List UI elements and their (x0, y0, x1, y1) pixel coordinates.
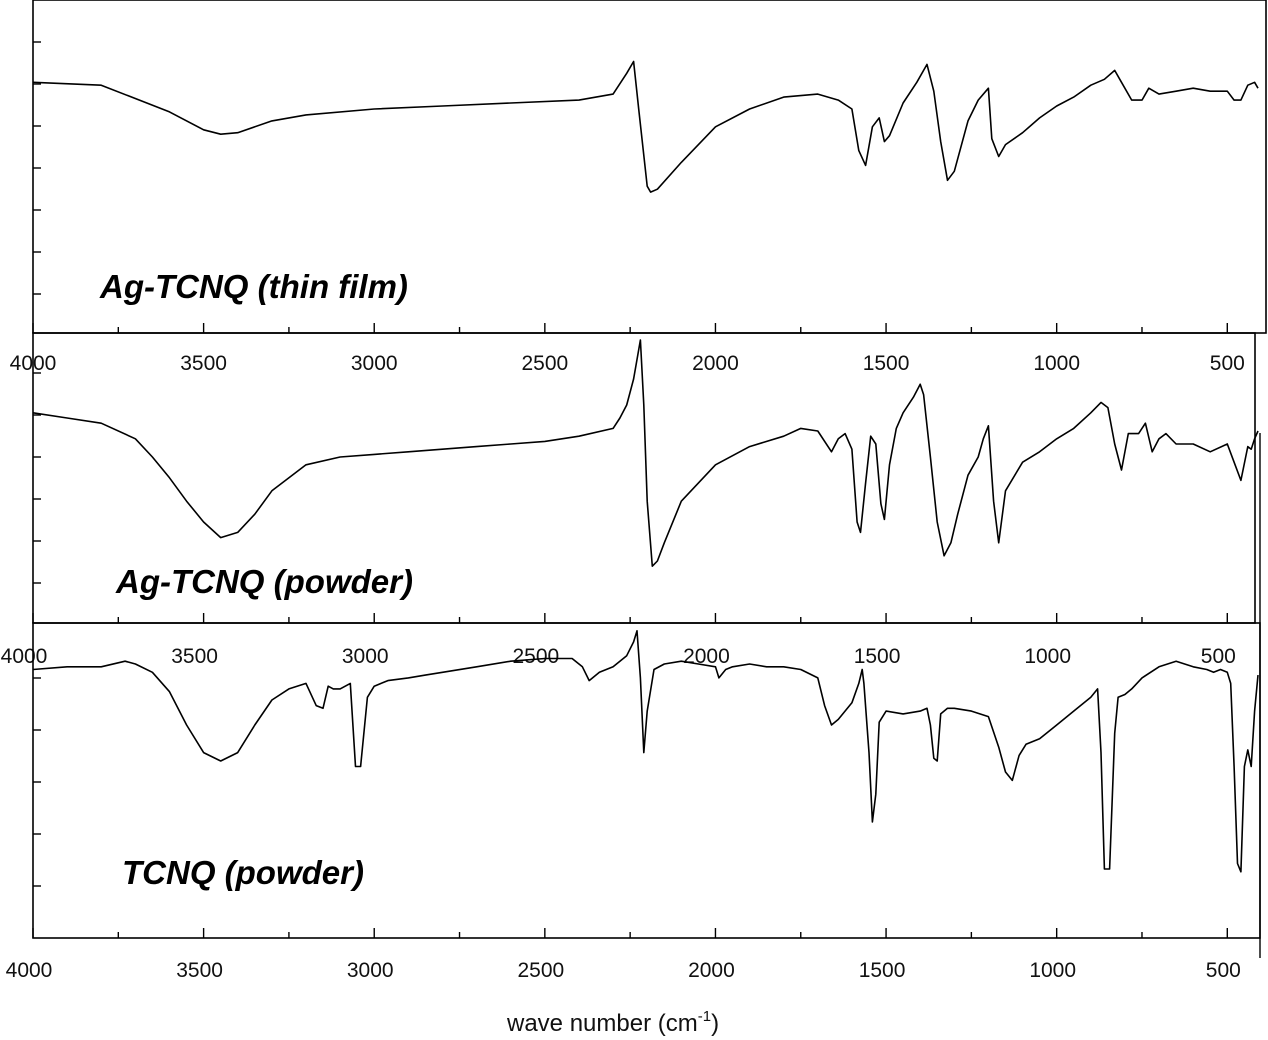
x-tick-label: 3500 (171, 645, 218, 668)
panel-thin-film: Ag-TCNQ (thin film) 4000 3500 3000 2500 2000… (10, 0, 1267, 375)
x-tick-label: 500 (1210, 352, 1245, 375)
x-tick-label: 2000 (692, 352, 739, 375)
panel-label-ag-tcnq-powder: Ag-TCNQ (powder) (115, 563, 413, 600)
x-tick-label: 500 (1206, 959, 1241, 982)
x-tick-label: 4000 (1, 645, 48, 668)
x-tick-label: 1500 (863, 352, 910, 375)
x-tick-label: 1000 (1033, 352, 1080, 375)
x-tick-label: 2000 (688, 959, 735, 982)
x-tick-label: 3500 (176, 959, 223, 982)
x-tick-label: 2500 (517, 959, 564, 982)
panel-tcnq-powder: TCNQ (powder) 4000 3500 3000 2500 2000 1500 10… (6, 622, 1261, 982)
spectrum-line (32, 630, 1259, 873)
x-tick-label: 3500 (180, 352, 227, 375)
x-axis-title-sup: -1 (698, 1008, 711, 1025)
panel-ag-tcnq-powder: Ag-TCNQ (powder) 4000 3500 3000 2500 2000 150… (1, 332, 1259, 668)
x-tick-label: 1500 (854, 645, 901, 668)
panel-label-tcnq-powder: TCNQ (powder) (122, 854, 364, 891)
spectrum-line (32, 60, 1259, 193)
x-tick-label: 1500 (859, 959, 906, 982)
x-axis-title-text: wave number (cm (506, 1010, 698, 1037)
x-tick-label: 3000 (342, 645, 389, 668)
x-tick-label: 3000 (347, 959, 394, 982)
panel-label-thin-film: Ag-TCNQ (thin film) (99, 268, 408, 305)
spectrum-line (32, 339, 1259, 567)
x-tick-label: 2500 (512, 645, 559, 668)
x-tick-label: 1000 (1024, 645, 1071, 668)
x-axis-title-end: ) (711, 1010, 719, 1037)
x-tick-label: 500 (1201, 645, 1236, 668)
x-tick-label: 2500 (521, 352, 568, 375)
x-axis-title: wave number (cm-1) (506, 1008, 719, 1037)
x-tick-label: 2000 (683, 645, 730, 668)
x-tick-label: 4000 (6, 959, 53, 982)
x-tick-label: 1000 (1029, 959, 1076, 982)
x-tick-label: 3000 (351, 352, 398, 375)
